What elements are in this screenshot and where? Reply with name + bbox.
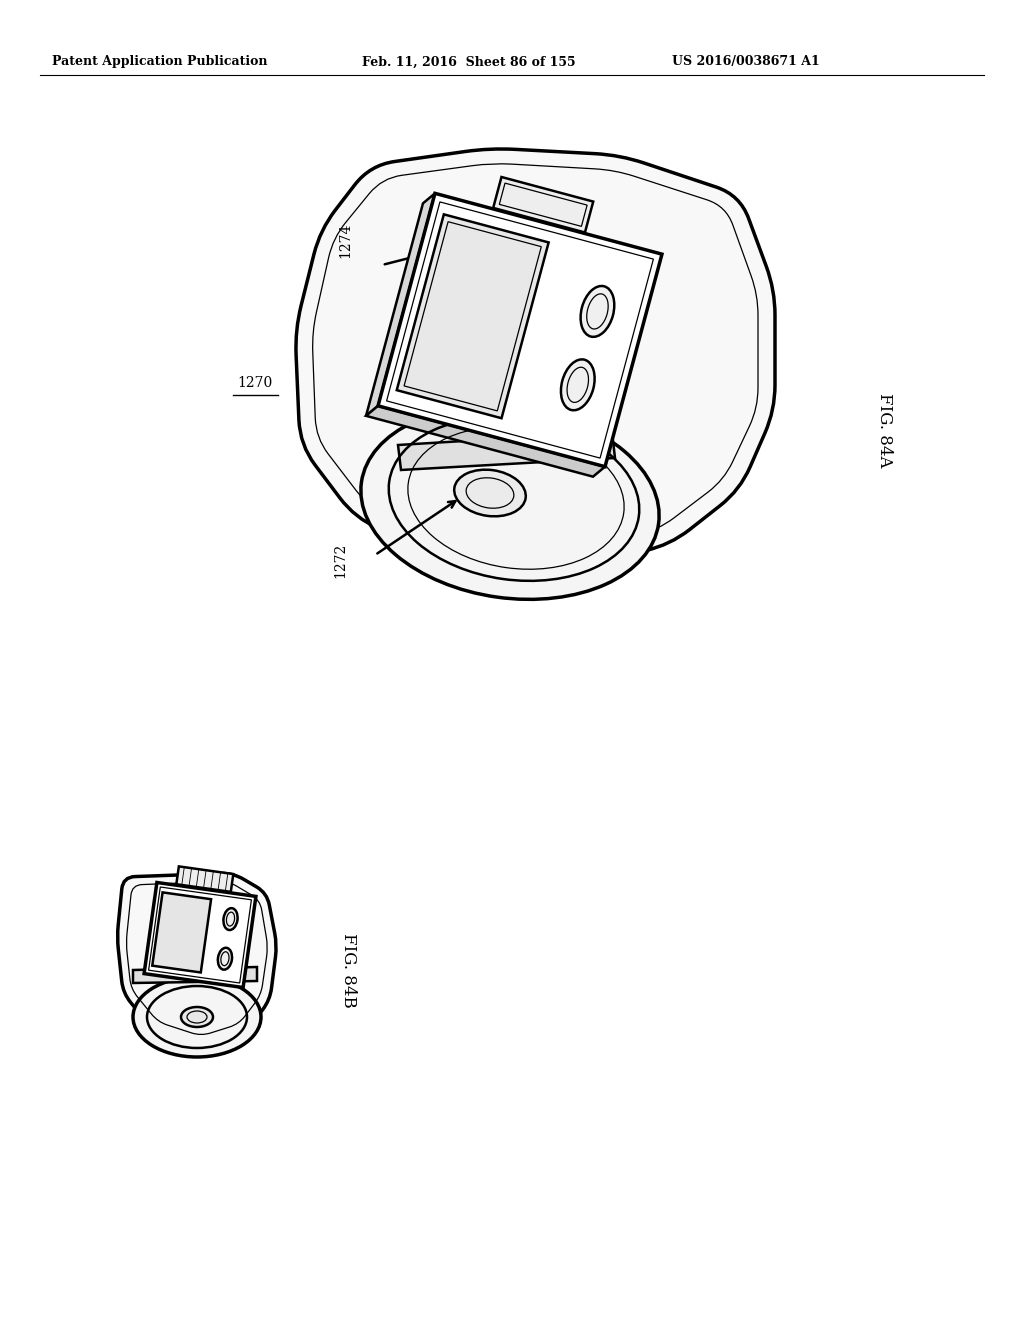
Text: 1270: 1270 (238, 376, 272, 389)
PathPatch shape (118, 874, 276, 1043)
Text: US 2016/0038671 A1: US 2016/0038671 A1 (672, 55, 820, 69)
Ellipse shape (561, 359, 595, 411)
Text: FIG. 84A: FIG. 84A (877, 393, 894, 467)
Polygon shape (133, 968, 257, 983)
Polygon shape (144, 883, 256, 987)
PathPatch shape (296, 149, 775, 569)
Polygon shape (366, 193, 435, 416)
Polygon shape (153, 892, 211, 973)
Ellipse shape (581, 286, 614, 337)
Ellipse shape (181, 1007, 213, 1027)
Ellipse shape (360, 407, 659, 599)
Ellipse shape (223, 908, 238, 931)
Text: 1274: 1274 (338, 222, 352, 257)
Text: Feb. 11, 2016  Sheet 86 of 155: Feb. 11, 2016 Sheet 86 of 155 (362, 55, 575, 69)
Ellipse shape (133, 977, 261, 1057)
Polygon shape (378, 193, 662, 467)
Polygon shape (366, 405, 605, 477)
Text: Patent Application Publication: Patent Application Publication (52, 55, 267, 69)
Text: FIG. 84B: FIG. 84B (340, 933, 356, 1007)
Polygon shape (398, 432, 615, 470)
Polygon shape (396, 214, 549, 418)
Ellipse shape (218, 948, 232, 970)
Polygon shape (494, 177, 593, 232)
Ellipse shape (455, 470, 525, 516)
Text: 1272: 1272 (333, 543, 347, 578)
Polygon shape (176, 866, 233, 892)
